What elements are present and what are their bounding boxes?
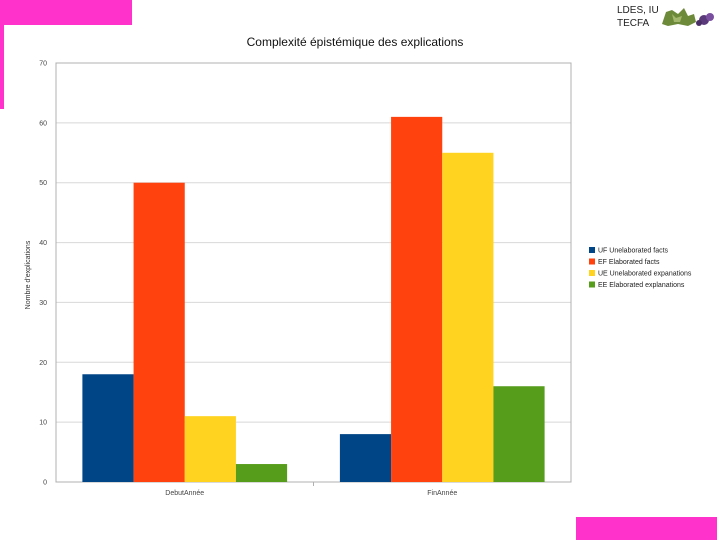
y-tick-label: 40 [39, 240, 47, 247]
y-tick-labels: 0 10 20 30 40 50 60 70 [39, 61, 47, 487]
bar-FinAnnée-EE [493, 386, 545, 482]
bar-FinAnnée-UF [339, 434, 392, 482]
bar-DebutAnnée-EE [235, 464, 288, 482]
x-tick-labels: DebutAnnée FinAnnée [165, 482, 457, 497]
institution-line-2: TECFA [617, 18, 650, 29]
bar-FinAnnée-UE [442, 152, 494, 483]
institution-label: LDES, IUFE TECFA [617, 4, 671, 30]
pink-accent-bottom [576, 517, 717, 540]
pink-accent-side [0, 25, 4, 109]
legend-swatch [589, 281, 595, 288]
legend-label: EF Elaborated facts [598, 259, 660, 266]
y-tick-label: 50 [39, 180, 47, 187]
university-crest-icon [658, 4, 716, 28]
x-tick-label: DebutAnnée [165, 490, 204, 497]
legend-swatch [589, 247, 595, 253]
bar-DebutAnnée-UE [184, 416, 236, 482]
y-tick-label: 60 [39, 120, 47, 127]
pink-accent-top [0, 0, 132, 25]
legend: UF Unelaborated facts EF Elaborated facts… [589, 247, 692, 289]
legend-label: UF Unelaborated facts [598, 248, 669, 255]
bar-DebutAnnée-UF [82, 374, 134, 482]
legend-swatch [589, 270, 595, 276]
institution-line-1: LDES, IUFE [617, 5, 672, 16]
y-tick-label: 70 [39, 61, 47, 68]
legend-label: EE Elaborated explanations [598, 282, 685, 289]
bar-FinAnnée-EF [391, 116, 443, 482]
y-tick-label: 10 [39, 420, 47, 427]
chart-title: Complexité épistémique des explications [247, 35, 464, 49]
y-tick-label: 20 [39, 360, 47, 367]
y-tick-label: 30 [39, 300, 47, 307]
legend-swatch [589, 258, 595, 265]
y-axis-label: Nombre d'explications [25, 240, 32, 309]
legend-label: UE Unelaborated expanations [598, 271, 692, 278]
bars [82, 116, 545, 483]
bar-DebutAnnée-EF [133, 182, 185, 482]
y-tick-label: 0 [43, 480, 47, 487]
x-tick-label: FinAnnée [427, 490, 457, 497]
